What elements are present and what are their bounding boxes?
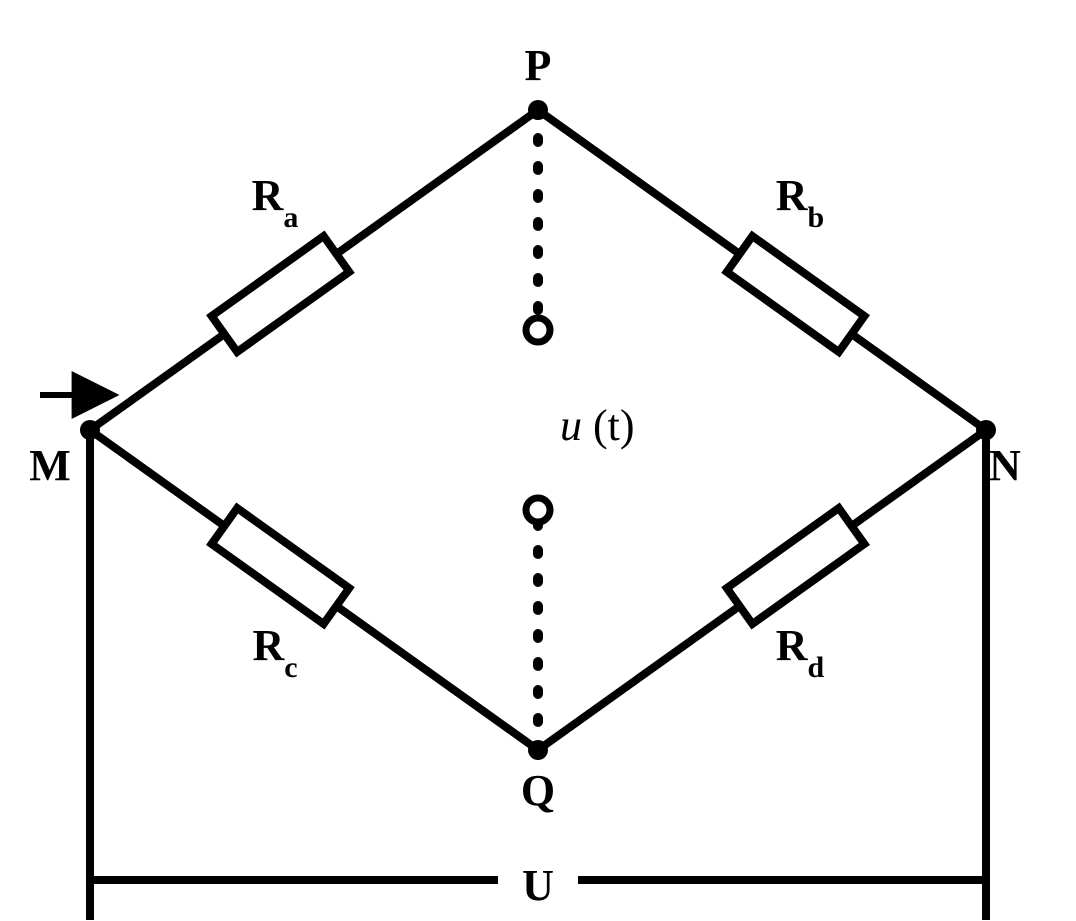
output-label: u (t) — [560, 401, 635, 450]
output-terminal-lower — [526, 498, 550, 522]
supply-label: U — [522, 861, 554, 910]
node-label-N: N — [989, 441, 1021, 490]
output-terminal-upper — [526, 318, 550, 342]
node-label-P: P — [525, 41, 552, 90]
node-label-Q: Q — [521, 766, 555, 815]
node-label-M: M — [29, 441, 71, 490]
